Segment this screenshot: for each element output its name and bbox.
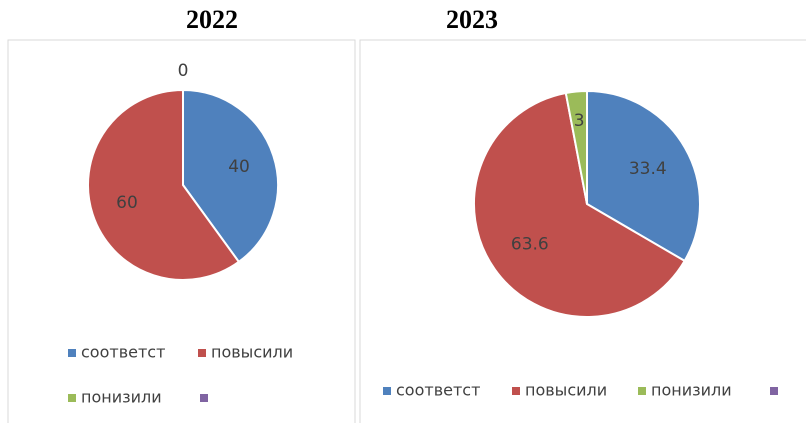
pie-slice — [182, 88, 279, 264]
legend-label: понизили — [651, 381, 732, 400]
legend-label: соответст — [81, 343, 165, 362]
pie-slice — [87, 88, 241, 281]
pie-slice — [564, 89, 588, 205]
legend-marker — [68, 349, 76, 357]
legend-label: повысили — [525, 381, 607, 400]
legend-marker — [198, 349, 206, 357]
data-label: 3 — [574, 111, 585, 131]
data-label: 60 — [116, 193, 138, 213]
pie-slice — [586, 89, 701, 263]
data-label: 63.6 — [511, 234, 549, 254]
legend-marker — [68, 394, 76, 402]
legend-marker — [200, 394, 208, 402]
pie-slice — [473, 91, 686, 318]
legend-marker — [638, 387, 646, 395]
data-label: 0 — [178, 61, 189, 81]
legend-label: понизили — [81, 388, 162, 407]
chart-title: 2023 — [446, 5, 498, 34]
legend-marker — [512, 387, 520, 395]
data-label: 33.4 — [629, 159, 667, 179]
legend-label: соответст — [396, 381, 480, 400]
legend-marker — [383, 387, 391, 395]
data-label: 40 — [228, 157, 250, 177]
chart-title: 2022 — [186, 5, 238, 34]
legend-marker — [770, 387, 778, 395]
legend-label: повысили — [211, 343, 293, 362]
